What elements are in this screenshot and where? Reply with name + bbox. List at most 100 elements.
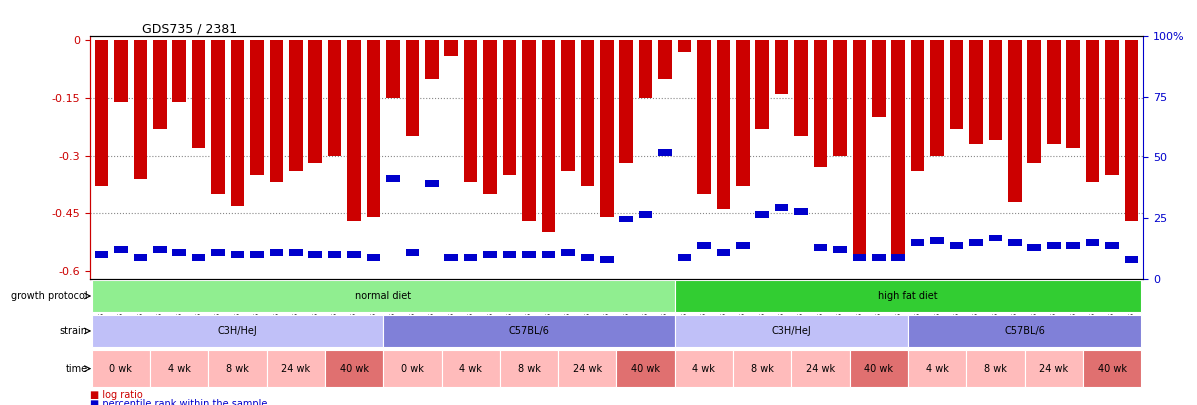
Bar [678, 40, 692, 52]
Bar [92, 280, 675, 312]
Bar [675, 280, 1141, 312]
Bar [328, 40, 341, 156]
Bar [464, 254, 478, 260]
Bar [717, 249, 730, 256]
Bar [852, 254, 867, 260]
Bar [717, 40, 730, 209]
Bar [442, 350, 500, 387]
Bar [269, 40, 284, 183]
Bar [406, 40, 419, 136]
Text: 40 wk: 40 wk [864, 364, 893, 374]
Bar [600, 256, 614, 263]
Bar [95, 40, 108, 186]
Bar [909, 315, 1141, 347]
Bar [134, 40, 147, 179]
Bar [774, 204, 789, 211]
Bar [619, 215, 633, 222]
Bar [211, 40, 225, 194]
Bar [309, 40, 322, 163]
Bar [269, 249, 284, 256]
Bar [172, 40, 186, 102]
Bar [366, 254, 381, 260]
Bar [114, 247, 128, 254]
Bar [150, 350, 208, 387]
Bar [1027, 40, 1041, 163]
Bar [581, 254, 594, 260]
Bar [267, 350, 324, 387]
Bar [324, 350, 383, 387]
Bar [288, 249, 303, 256]
Bar [153, 40, 166, 129]
Bar [561, 249, 575, 256]
Bar [1008, 40, 1022, 202]
Text: 8 wk: 8 wk [984, 364, 1007, 374]
Bar [425, 40, 438, 79]
Bar [733, 350, 791, 387]
Bar [909, 350, 966, 387]
Text: strain: strain [60, 326, 87, 336]
Bar [814, 244, 827, 251]
Bar [484, 251, 497, 258]
Bar [892, 40, 905, 256]
Bar [873, 254, 886, 260]
Bar [1047, 40, 1061, 144]
Bar [500, 350, 558, 387]
Bar [966, 350, 1025, 387]
Text: ■ log ratio: ■ log ratio [90, 390, 142, 400]
Bar [795, 40, 808, 136]
Bar [774, 40, 789, 94]
Bar [503, 251, 516, 258]
Text: C57BL/6: C57BL/6 [509, 326, 549, 336]
Text: 0 wk: 0 wk [109, 364, 133, 374]
Text: 24 wk: 24 wk [281, 364, 310, 374]
Bar [92, 315, 383, 347]
Bar [989, 40, 1002, 140]
Text: ■ percentile rank within the sample: ■ percentile rank within the sample [90, 399, 267, 405]
Bar [678, 254, 692, 260]
Bar [873, 40, 886, 117]
Bar [795, 208, 808, 215]
Bar [288, 40, 303, 171]
Bar [697, 40, 711, 194]
Bar [1008, 239, 1022, 246]
Text: 4 wk: 4 wk [693, 364, 716, 374]
Bar [675, 350, 733, 387]
Bar [192, 254, 206, 260]
Bar [852, 40, 867, 259]
Bar [736, 40, 749, 186]
Bar [444, 254, 458, 260]
Text: time: time [66, 364, 87, 374]
Bar [989, 234, 1002, 241]
Bar [522, 40, 536, 221]
Bar [600, 40, 614, 217]
Bar [675, 315, 909, 347]
Bar [172, 249, 186, 256]
Bar [1027, 244, 1041, 251]
Bar [949, 40, 964, 129]
Bar [387, 175, 400, 182]
Bar [892, 254, 905, 260]
Bar [387, 40, 400, 98]
Bar [541, 251, 555, 258]
Bar [92, 350, 150, 387]
Text: 40 wk: 40 wk [631, 364, 660, 374]
Text: 40 wk: 40 wk [1098, 364, 1126, 374]
Text: 4 wk: 4 wk [168, 364, 190, 374]
Bar [231, 40, 244, 205]
Bar [581, 40, 594, 186]
Bar [1125, 256, 1138, 263]
Bar [153, 247, 166, 254]
Bar [658, 149, 672, 156]
Bar [484, 40, 497, 194]
Bar [347, 251, 360, 258]
Bar [503, 40, 516, 175]
Bar [309, 251, 322, 258]
Bar [250, 40, 263, 175]
Text: C3H/HeJ: C3H/HeJ [772, 326, 812, 336]
Bar [444, 40, 458, 55]
Text: 40 wk: 40 wk [340, 364, 369, 374]
Text: C57BL/6: C57BL/6 [1004, 326, 1045, 336]
Bar [134, 254, 147, 260]
Bar [95, 251, 108, 258]
Bar [616, 350, 675, 387]
